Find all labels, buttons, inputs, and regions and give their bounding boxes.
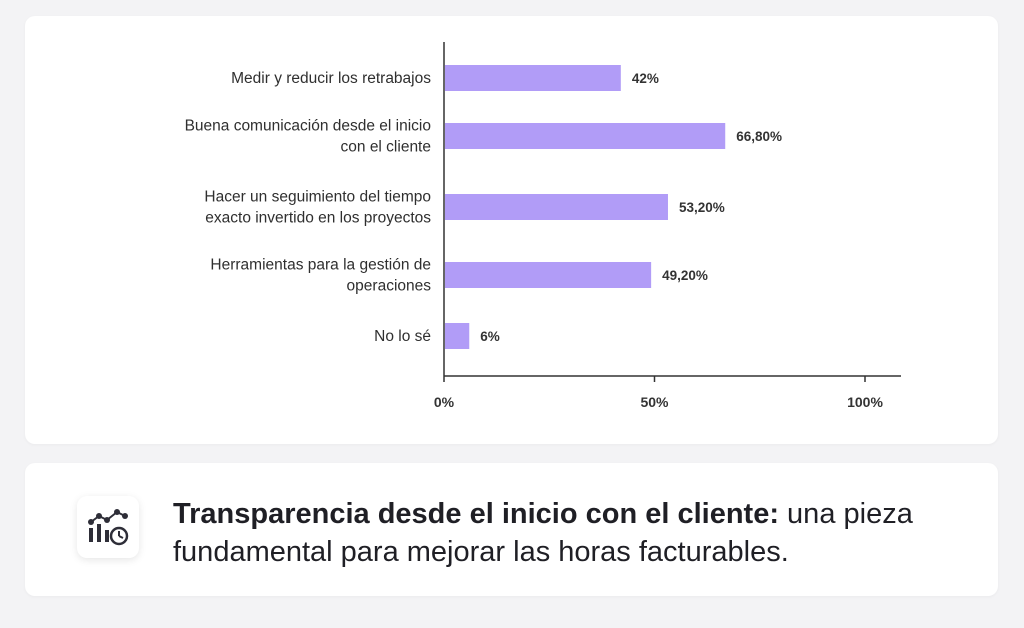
category-label: Buena comunicación desde el inicio bbox=[185, 118, 431, 135]
category-label: con el cliente bbox=[341, 139, 431, 156]
headline: Transparencia desde el inicio con el cli… bbox=[173, 495, 973, 571]
category-label: Herramientas para la gestión de bbox=[210, 257, 431, 274]
data-label: 6% bbox=[480, 329, 500, 344]
category-label: operaciones bbox=[347, 278, 432, 295]
data-label: 53,20% bbox=[679, 200, 725, 215]
category-label: Hacer un seguimiento del tiempo bbox=[204, 189, 431, 206]
headline-rest: una pieza fundamental para mejorar las h… bbox=[173, 498, 913, 568]
bar bbox=[445, 262, 652, 288]
icon-container bbox=[77, 496, 139, 558]
bar-chart: 42% Medir y reducir los retrabajos 66,80% B… bbox=[185, 42, 901, 410]
headline-bold: Transparencia desde el inicio con el cli… bbox=[173, 498, 779, 530]
footer-card: Transparencia desde el inicio con el cli… bbox=[25, 463, 998, 596]
data-label: 66,80% bbox=[736, 129, 782, 144]
bar bbox=[445, 194, 668, 220]
category-label: Medir y reducir los retrabajos bbox=[231, 70, 431, 87]
data-label: 42% bbox=[632, 71, 659, 86]
chart-clock-icon bbox=[88, 509, 129, 546]
x-tick-label: 50% bbox=[640, 394, 669, 410]
chart-card: 42% Medir y reducir los retrabajos 66,80% B… bbox=[25, 16, 998, 444]
data-label: 49,20% bbox=[662, 268, 708, 283]
bar bbox=[445, 323, 470, 349]
category-label: exacto invertido en los proyectos bbox=[205, 210, 431, 227]
x-tick-label: 0% bbox=[434, 394, 455, 410]
bar bbox=[445, 123, 726, 149]
category-label: No lo sé bbox=[374, 328, 431, 345]
bar bbox=[445, 65, 621, 91]
x-tick-label: 100% bbox=[847, 394, 883, 410]
